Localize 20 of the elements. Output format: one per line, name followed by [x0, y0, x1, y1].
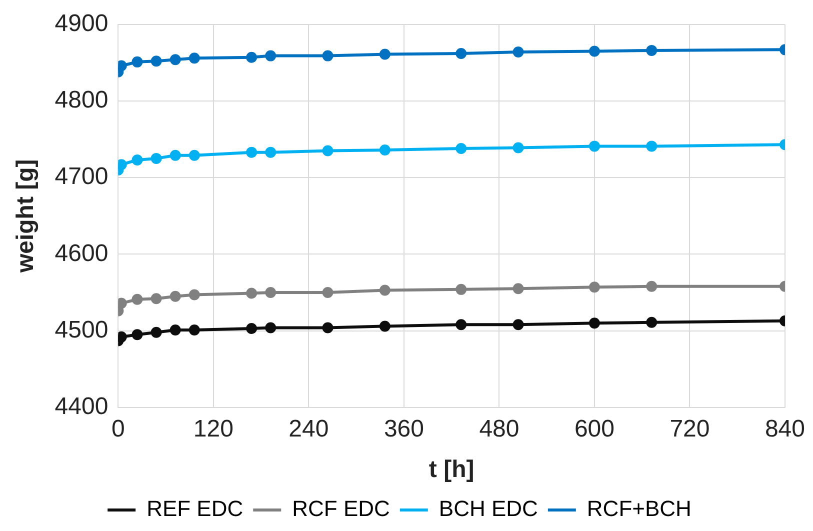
legend-label: RCF EDC: [292, 496, 390, 522]
y-tick-label: 4600: [54, 240, 108, 267]
x-tick-label: 480: [479, 415, 520, 442]
legend-label: RCF+BCH: [586, 496, 692, 522]
y-tick-label: 4900: [54, 10, 108, 38]
y-axis-title: weight [g]: [12, 159, 40, 274]
y-tick-label: 4400: [54, 393, 108, 420]
x-tick-label: 240: [288, 415, 329, 442]
legend-label: BCH EDC: [438, 496, 538, 522]
x-tick-label: 120: [193, 415, 234, 442]
x-tick-label: 0: [112, 415, 125, 442]
x-axis-title: t [h]: [428, 456, 474, 484]
x-tick-label: 840: [764, 415, 805, 442]
y-tick-label: 4500: [54, 316, 108, 344]
x-tick-label: 720: [670, 415, 710, 442]
x-tick-label: 600: [574, 415, 614, 442]
legend-label: REF EDC: [146, 496, 244, 522]
y-tick-label: 4700: [54, 163, 108, 190]
y-tick-label: 4800: [54, 86, 108, 114]
x-tick-label: 360: [384, 415, 424, 442]
